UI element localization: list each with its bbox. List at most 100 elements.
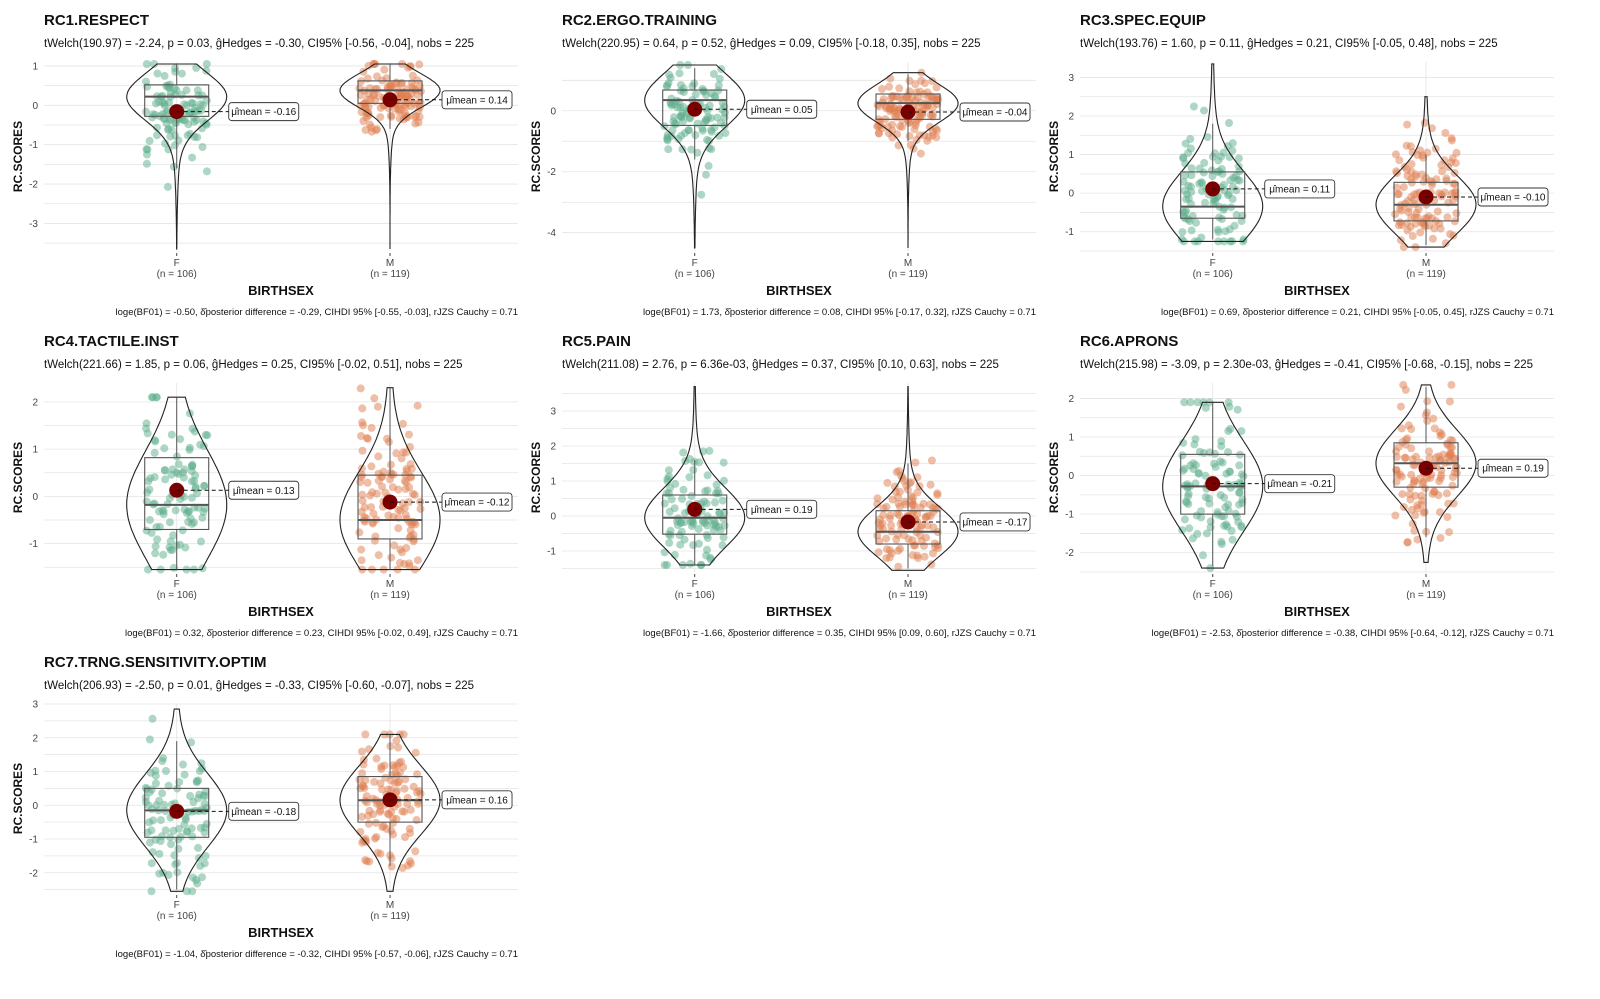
x-axis-label: BIRTHSEX: [1284, 604, 1350, 619]
data-point: [929, 94, 938, 103]
box-iqr: [1393, 181, 1459, 222]
box-iqr: [662, 494, 728, 535]
data-point: [1437, 430, 1446, 439]
data-point: [927, 560, 936, 569]
data-point: [1410, 526, 1419, 535]
y-tick-label: 2: [32, 397, 38, 408]
mean-label-box: [959, 102, 1031, 122]
data-point: [356, 384, 365, 393]
data-point: [374, 551, 383, 560]
data-point: [391, 778, 399, 787]
x-tick-label: F: [1210, 258, 1216, 269]
data-point: [189, 798, 198, 806]
data-point: [1184, 149, 1193, 158]
mean-label: μ̂mean = 0.13: [233, 485, 295, 497]
data-point: [358, 747, 366, 756]
data-point: [1201, 493, 1210, 502]
data-point: [153, 69, 162, 78]
data-point: [412, 816, 421, 824]
data-point: [905, 132, 914, 141]
data-point: [200, 823, 209, 832]
data-point: [358, 404, 367, 413]
panel-1: RC1.RESPECT tWelch(190.97) = -2.24, p = 0…: [11, 12, 518, 318]
data-point: [1235, 488, 1244, 497]
data-point: [691, 131, 700, 139]
data-point: [911, 80, 920, 89]
data-point: [181, 116, 189, 125]
data-point: [720, 113, 729, 122]
data-point: [1436, 534, 1445, 542]
data-point: [200, 481, 209, 490]
group-M: μ̂mean = -0.10 M(n = 119): [1375, 96, 1549, 280]
data-point: [1392, 167, 1401, 176]
data-point: [387, 862, 396, 871]
data-point: [373, 72, 381, 81]
data-point: [690, 79, 699, 88]
data-point: [146, 768, 155, 777]
mean-label-box: [441, 790, 513, 810]
data-point: [701, 487, 710, 496]
data-point: [1195, 447, 1204, 456]
y-tick-label: 0: [1068, 471, 1074, 482]
data-point: [164, 781, 173, 790]
data-point: [144, 801, 153, 810]
data-point: [704, 113, 713, 122]
data-point: [1232, 210, 1241, 219]
data-point: [663, 477, 672, 486]
data-point: [1428, 234, 1437, 243]
mean-label-box: [1477, 187, 1549, 207]
data-point: [178, 468, 187, 477]
data-point: [186, 129, 195, 138]
data-point: [1203, 133, 1212, 142]
data-point: [1213, 225, 1222, 234]
data-points: [1391, 380, 1461, 547]
panel-title: RC1.RESPECT: [44, 12, 149, 29]
data-point: [895, 84, 904, 93]
data-point: [665, 70, 674, 79]
data-point: [678, 109, 686, 118]
data-point: [665, 538, 674, 547]
mean-label: μ̂mean = 0.11: [1269, 183, 1330, 195]
data-point: [1397, 424, 1406, 433]
data-point: [358, 769, 367, 778]
data-point: [1445, 397, 1454, 406]
data-point: [1179, 177, 1188, 186]
data-point: [182, 101, 191, 110]
data-point: [186, 792, 195, 800]
x-tick-n-label: (n = 106): [1193, 590, 1233, 601]
data-point: [875, 537, 884, 546]
data-point: [383, 82, 392, 91]
data-point: [357, 545, 366, 554]
data-point: [398, 499, 407, 508]
data-point: [1214, 156, 1223, 165]
mean-label-box: [228, 801, 300, 821]
mean-label-box: [228, 480, 300, 500]
y-tick-label: 0: [550, 512, 556, 523]
x-axis-label: BIRTHSEX: [248, 283, 314, 298]
data-point: [402, 465, 411, 473]
data-point: [663, 561, 671, 569]
group-M: μ̂mean = -0.04 M(n = 119): [857, 68, 1031, 280]
data-point: [709, 70, 718, 78]
data-point: [1184, 194, 1193, 203]
y-tick-label: 0: [32, 492, 38, 503]
data-point: [666, 531, 675, 540]
data-point: [389, 830, 398, 839]
data-point: [1200, 106, 1208, 115]
y-tick-label: -3: [29, 219, 38, 230]
mean-label: μ̂mean = 0.05: [751, 104, 813, 116]
data-point: [161, 475, 170, 484]
y-axis: -1 0 1 2 3: [547, 407, 556, 558]
y-tick-label: -1: [1065, 227, 1074, 238]
data-point: [1418, 151, 1427, 160]
data-point: [1450, 179, 1459, 188]
data-point: [927, 456, 936, 465]
data-point: [381, 488, 390, 497]
data-point: [893, 530, 902, 539]
y-tick-label: 0: [1068, 189, 1074, 200]
data-point: [161, 139, 170, 148]
data-point: [1435, 477, 1444, 486]
data-point: [369, 90, 378, 99]
data-point: [415, 787, 424, 795]
data-point: [405, 498, 413, 506]
